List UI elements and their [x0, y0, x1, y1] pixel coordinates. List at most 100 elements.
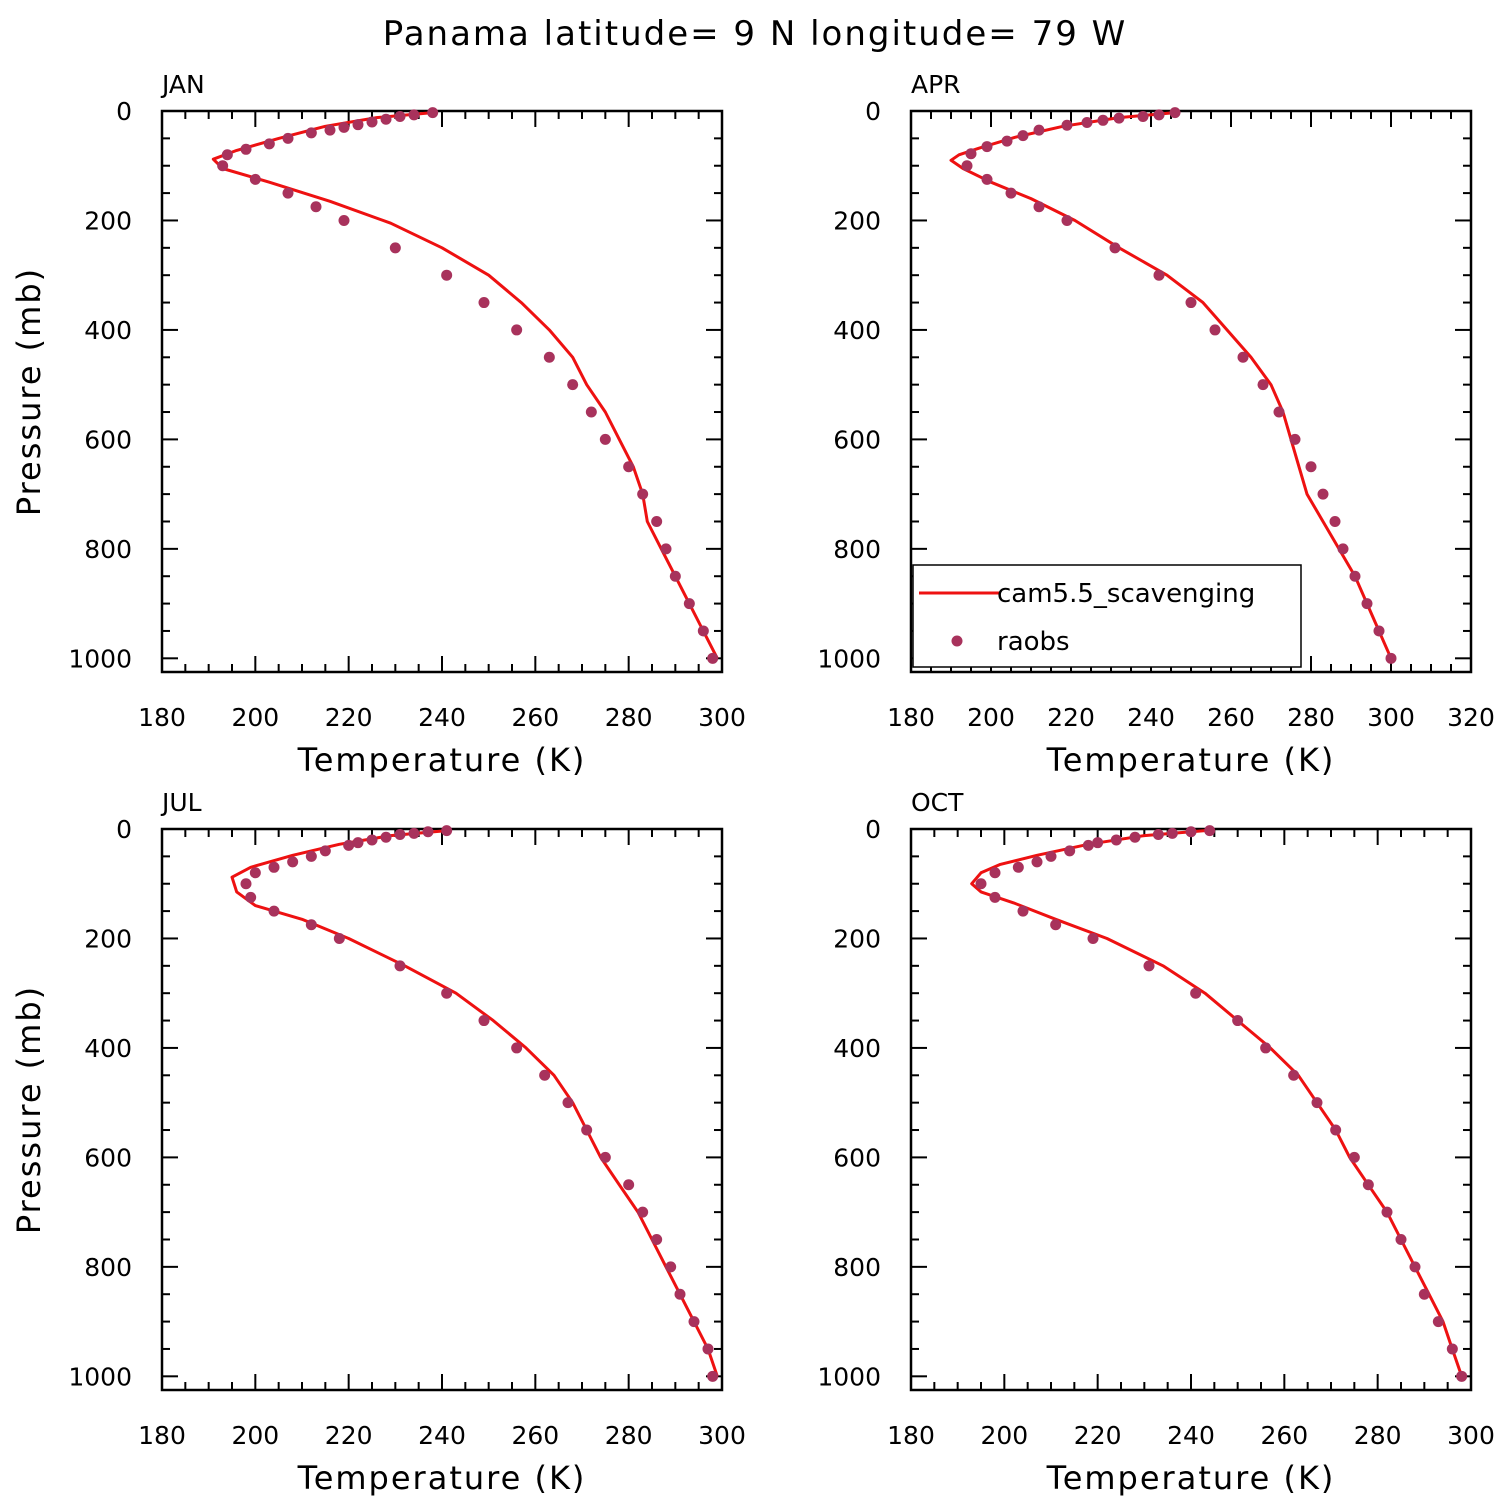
raobs-point [305, 127, 317, 139]
y-tick-label: 800 [84, 535, 132, 564]
y-tick-label: 1000 [68, 1362, 132, 1391]
raobs-point [1033, 201, 1045, 213]
raobs-point [1311, 1097, 1323, 1109]
raobs-point [1381, 1206, 1393, 1218]
raobs-point [1017, 130, 1029, 142]
raobs-point [441, 825, 453, 837]
y-tick-label: 800 [833, 1253, 881, 1282]
raobs-point [282, 132, 294, 144]
raobs-point [1169, 107, 1181, 119]
x-tick-label: 300 [698, 1421, 746, 1450]
y-tick-label: 400 [84, 316, 132, 345]
x-tick-label: 180 [887, 1421, 935, 1450]
x-tick-label: 200 [231, 1421, 279, 1450]
raobs-point [1153, 109, 1165, 121]
raobs-point [637, 1206, 649, 1218]
x-tick-label: 220 [325, 703, 373, 732]
x-tick-label: 240 [418, 703, 466, 732]
raobs-point [1109, 242, 1121, 254]
x-axis-label: Temperature (K) [1046, 741, 1336, 779]
raobs-point [249, 173, 261, 185]
raobs-point [623, 1179, 635, 1191]
raobs-point [961, 160, 973, 172]
legend-box [912, 564, 1302, 668]
raobs-point [1061, 119, 1073, 131]
raobs-point [1137, 110, 1149, 122]
y-tick-label: 200 [84, 924, 132, 953]
x-tick-label: 300 [698, 703, 746, 732]
y-tick-label: 0 [116, 815, 132, 844]
raobs-point [310, 201, 322, 213]
y-tick-label: 600 [833, 425, 881, 454]
panel-label: JAN [160, 70, 205, 99]
raobs-point [394, 960, 406, 972]
raobs-point [1050, 919, 1062, 931]
raobs-point [1349, 570, 1361, 582]
raobs-point [1017, 905, 1029, 917]
raobs-point [478, 297, 490, 309]
raobs-point [1031, 856, 1043, 868]
raobs-point [683, 598, 695, 610]
raobs-point [366, 834, 378, 846]
raobs-point [1185, 297, 1197, 309]
y-tick-label: 1000 [817, 644, 881, 673]
raobs-point [240, 143, 252, 155]
x-tick-label: 280 [605, 703, 653, 732]
raobs-point [343, 839, 355, 851]
x-tick-label: 260 [1260, 1421, 1308, 1450]
raobs-point [338, 121, 350, 133]
x-axis-label: Temperature (K) [297, 1459, 587, 1497]
legend-model-label: cam5.5_scavenging [997, 579, 1255, 609]
raobs-point [981, 173, 993, 185]
raobs-point [1143, 960, 1155, 972]
raobs-point [688, 1316, 700, 1328]
y-tick-label: 1000 [817, 1362, 881, 1391]
raobs-point [1129, 831, 1141, 843]
raobs-point [245, 891, 257, 903]
plot-frame [160, 109, 724, 674]
raobs-point [287, 856, 299, 868]
raobs-point [422, 826, 434, 838]
raobs-point [1385, 652, 1397, 664]
raobs-point [1361, 598, 1373, 610]
y-tick-label: 200 [84, 206, 132, 235]
panel-label: APR [911, 70, 961, 99]
raobs-point [1317, 488, 1329, 500]
x-tick-label: 240 [1127, 703, 1175, 732]
raobs-point [380, 831, 392, 843]
y-tick-label: 400 [833, 1034, 881, 1063]
raobs-point [651, 515, 663, 527]
raobs-point [981, 141, 993, 153]
raobs-point [1260, 1042, 1272, 1054]
raobs-point [1001, 135, 1013, 147]
model-profile-line [230, 829, 719, 1377]
x-tick-label: 180 [887, 703, 935, 732]
raobs-point [702, 1343, 714, 1355]
raobs-point [581, 1124, 593, 1136]
raobs-point [221, 149, 233, 161]
raobs-point [352, 119, 364, 131]
panel-jul: 180 200 220 240 260 280 300 0 200 400 600 800 1000 Te… [10, 788, 746, 1497]
raobs-point [1232, 1015, 1244, 1027]
raobs-point [282, 187, 294, 199]
y-tick-label: 800 [84, 1253, 132, 1282]
x-tick-label: 220 [325, 1421, 373, 1450]
raobs-point [1418, 1288, 1430, 1300]
raobs-point [1409, 1261, 1421, 1273]
raobs-point [660, 543, 672, 555]
x-tick-label: 180 [138, 703, 186, 732]
raobs-point [1061, 214, 1073, 226]
raobs-point [249, 867, 261, 879]
raobs-point [1395, 1233, 1407, 1245]
raobs-point [389, 242, 401, 254]
x-tick-label: 280 [1287, 703, 1335, 732]
raobs-point [333, 932, 345, 944]
raobs-point [338, 214, 350, 226]
raobs-point [1152, 828, 1164, 840]
raobs-point [1110, 834, 1122, 846]
raobs-point [1209, 324, 1221, 336]
raobs-point [665, 1261, 677, 1273]
raobs-point [268, 905, 280, 917]
y-tick-label: 0 [116, 97, 132, 126]
raobs-point [511, 1042, 523, 1054]
